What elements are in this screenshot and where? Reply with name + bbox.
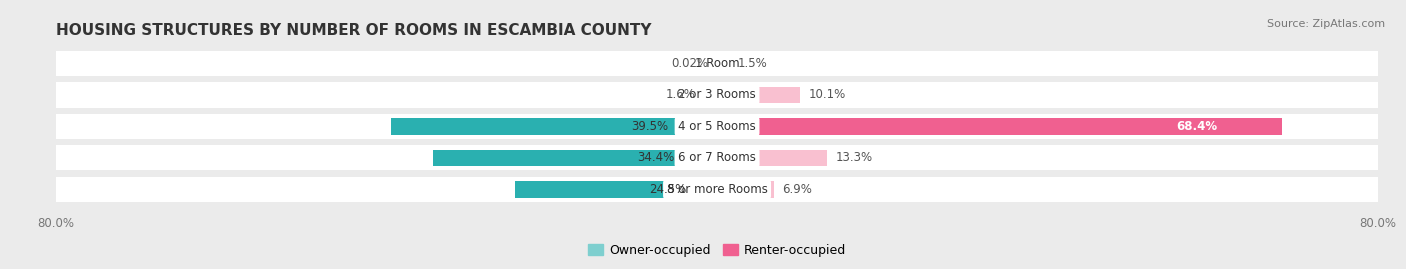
Bar bbox=[704, 87, 717, 103]
Text: HOUSING STRUCTURES BY NUMBER OF ROOMS IN ESCAMBIA COUNTY: HOUSING STRUCTURES BY NUMBER OF ROOMS IN… bbox=[56, 23, 652, 38]
Text: 8 or more Rooms: 8 or more Rooms bbox=[666, 183, 768, 196]
Legend: Owner-occupied, Renter-occupied: Owner-occupied, Renter-occupied bbox=[582, 239, 852, 262]
Bar bbox=[56, 114, 1378, 139]
Bar bbox=[717, 181, 775, 197]
Bar bbox=[391, 118, 717, 134]
Text: 1.5%: 1.5% bbox=[738, 57, 768, 70]
Text: 0.02%: 0.02% bbox=[672, 57, 709, 70]
Text: 68.4%: 68.4% bbox=[1177, 120, 1218, 133]
Text: 2 or 3 Rooms: 2 or 3 Rooms bbox=[678, 89, 756, 101]
Text: 1.6%: 1.6% bbox=[665, 89, 696, 101]
Bar bbox=[56, 51, 1378, 76]
Text: 6.9%: 6.9% bbox=[782, 183, 813, 196]
Text: 39.5%: 39.5% bbox=[631, 120, 668, 133]
Bar bbox=[717, 55, 730, 72]
Text: 10.1%: 10.1% bbox=[808, 89, 846, 101]
Text: 34.4%: 34.4% bbox=[637, 151, 675, 164]
Bar bbox=[56, 82, 1378, 108]
Text: 6 or 7 Rooms: 6 or 7 Rooms bbox=[678, 151, 756, 164]
Bar bbox=[717, 87, 800, 103]
Bar bbox=[717, 150, 827, 166]
Text: Source: ZipAtlas.com: Source: ZipAtlas.com bbox=[1267, 19, 1385, 29]
Bar bbox=[56, 145, 1378, 171]
Bar bbox=[433, 150, 717, 166]
Text: 24.5%: 24.5% bbox=[650, 183, 686, 196]
Text: 4 or 5 Rooms: 4 or 5 Rooms bbox=[678, 120, 756, 133]
Text: 13.3%: 13.3% bbox=[835, 151, 872, 164]
Bar bbox=[56, 177, 1378, 202]
Bar bbox=[515, 181, 717, 197]
Bar bbox=[717, 118, 1282, 134]
Text: 1 Room: 1 Room bbox=[695, 57, 740, 70]
